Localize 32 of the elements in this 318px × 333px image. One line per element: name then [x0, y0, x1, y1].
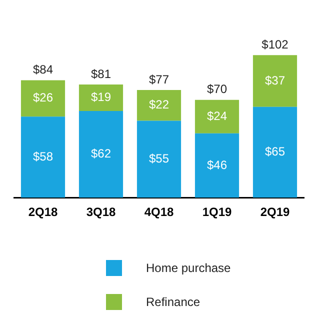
legend-label: Refinance	[146, 295, 200, 309]
total-label: $81	[90, 66, 112, 81]
bar	[136, 120, 182, 198]
data-label: $65	[264, 144, 286, 159]
data-label: $62	[90, 146, 112, 161]
legend-label: Home purchase	[146, 261, 231, 275]
data-label: $37	[264, 73, 286, 88]
data-label: $26	[32, 90, 54, 105]
total-label: $77	[148, 72, 170, 86]
x-tick-label: 1Q19	[202, 205, 232, 220]
bar	[252, 55, 298, 107]
x-tick-label: 3Q18	[86, 205, 116, 220]
data-label: $55	[148, 152, 170, 166]
bar	[194, 100, 240, 134]
total-label: $84	[32, 62, 54, 77]
x-tick-label: 2Q19	[260, 205, 290, 220]
data-label: $24	[206, 108, 228, 123]
bar	[194, 133, 240, 198]
bar	[78, 84, 124, 112]
data-label: $58	[32, 149, 54, 164]
bar	[20, 80, 66, 117]
bar	[136, 90, 182, 121]
data-label: $19	[90, 90, 112, 104]
bar	[252, 106, 298, 198]
x-tick-label: 2Q18	[28, 205, 58, 220]
total-label: $102	[262, 37, 289, 52]
total-label: $70	[206, 82, 228, 96]
bar	[78, 111, 124, 198]
bar	[20, 116, 66, 198]
data-label: $22	[148, 98, 170, 112]
data-label: $46	[206, 158, 228, 172]
x-tick-label: 4Q18	[144, 205, 174, 220]
